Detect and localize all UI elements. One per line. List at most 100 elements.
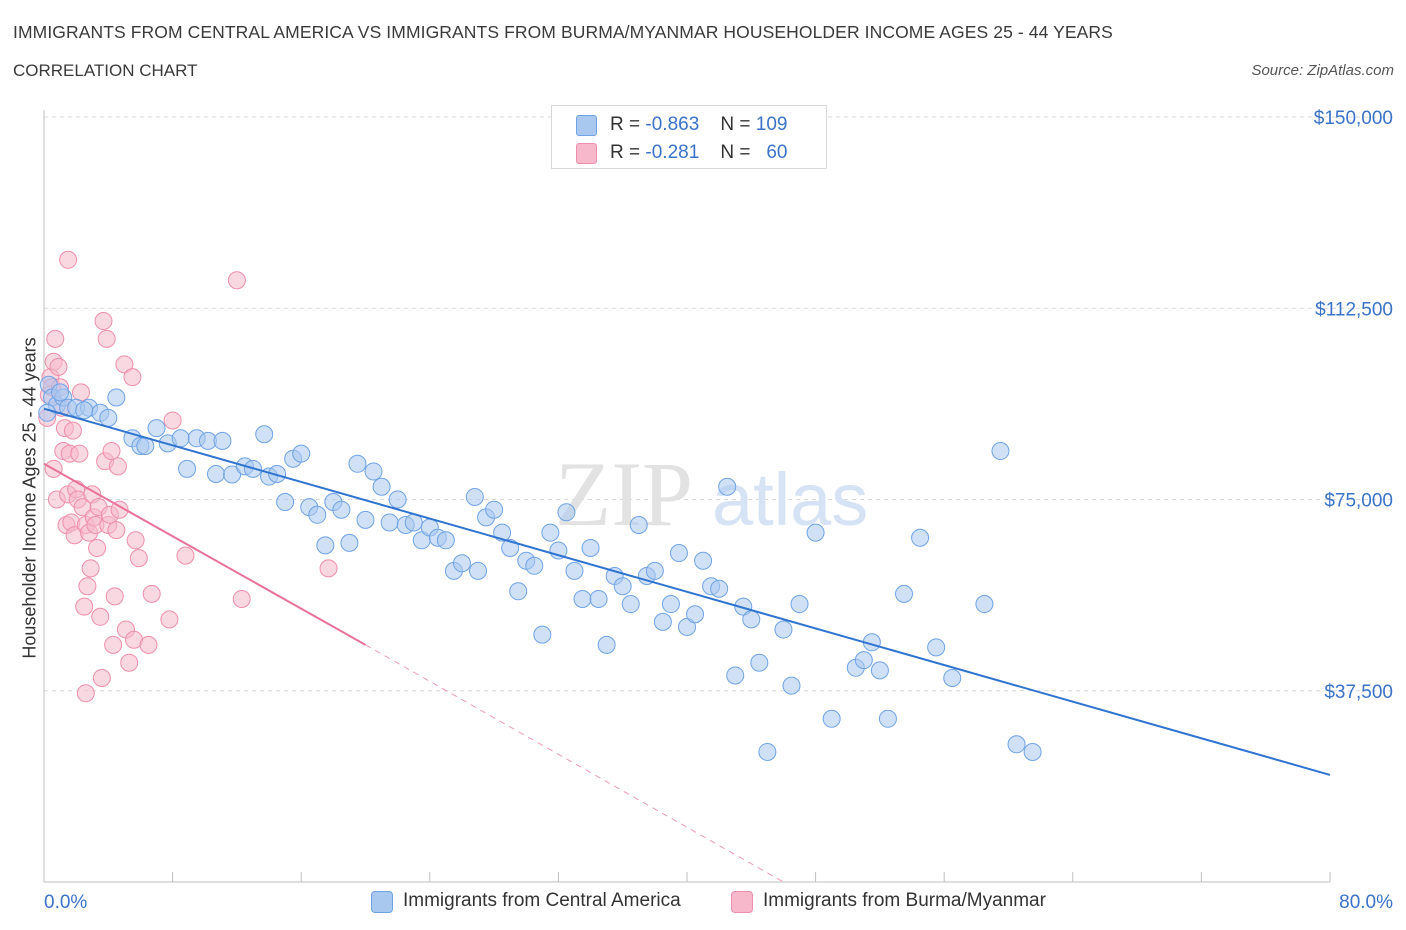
central-america-point bbox=[806, 523, 825, 542]
central-america-point bbox=[734, 597, 753, 616]
n-label: N = bbox=[720, 142, 751, 163]
central-america-point bbox=[207, 465, 226, 483]
burma-point bbox=[107, 521, 126, 540]
burma-point bbox=[115, 355, 134, 374]
trend-line-burma bbox=[43, 462, 366, 646]
chart-subtitle: CORRELATION CHART bbox=[13, 61, 198, 80]
burma-point bbox=[139, 635, 158, 654]
central-america-point bbox=[613, 577, 632, 596]
burma-point bbox=[88, 538, 107, 557]
central-america-point bbox=[465, 487, 484, 506]
central-america-point bbox=[276, 493, 295, 512]
burma-point bbox=[227, 271, 246, 290]
central-america-point bbox=[790, 595, 809, 614]
central-america-point bbox=[878, 709, 897, 728]
central-america-point bbox=[581, 538, 600, 557]
burma-point bbox=[160, 610, 179, 629]
n-label: N = bbox=[720, 114, 751, 135]
central-america-point bbox=[316, 536, 335, 555]
central-america-point bbox=[774, 620, 793, 639]
burma-point bbox=[71, 383, 90, 402]
central-america-point bbox=[557, 503, 576, 522]
source-label: Source: ZipAtlas.com bbox=[1251, 62, 1394, 79]
burma-point bbox=[108, 457, 127, 476]
y-tick-label: $112,500 bbox=[1315, 299, 1393, 320]
central-america-point bbox=[541, 523, 560, 542]
central-america-point bbox=[822, 709, 841, 728]
legend-swatch-pink bbox=[731, 891, 753, 913]
central-america-point bbox=[436, 531, 455, 550]
central-america-point bbox=[213, 431, 232, 450]
burma-point bbox=[91, 607, 110, 626]
burma-point bbox=[102, 442, 121, 461]
central-america-point bbox=[364, 462, 383, 481]
central-america-point bbox=[348, 454, 367, 473]
y-tick-label: $37,500 bbox=[1324, 682, 1393, 703]
central-america-point bbox=[686, 605, 705, 624]
central-america-point bbox=[171, 429, 190, 448]
burma-point bbox=[123, 368, 142, 387]
burma-point bbox=[94, 312, 113, 330]
central-america-point bbox=[38, 403, 57, 422]
burma-point bbox=[70, 444, 89, 463]
central-america-point bbox=[597, 635, 616, 654]
burma-point bbox=[232, 589, 251, 608]
central-america-point bbox=[895, 584, 914, 603]
central-america-point bbox=[493, 523, 512, 542]
central-america-point bbox=[75, 401, 94, 420]
central-america-point bbox=[388, 490, 407, 509]
n-value: 109 bbox=[755, 114, 788, 135]
burma-point bbox=[76, 684, 95, 703]
central-america-point bbox=[147, 419, 166, 438]
r-label: R = bbox=[610, 142, 641, 163]
burma-point bbox=[319, 559, 338, 578]
trend-line-central-america bbox=[43, 407, 1331, 776]
central-america-point bbox=[854, 651, 873, 670]
watermark-atlas: atlas bbox=[712, 458, 868, 541]
central-america-point bbox=[1007, 735, 1026, 754]
central-america-point bbox=[469, 561, 488, 580]
burma-point bbox=[142, 584, 161, 603]
trend-lines bbox=[43, 407, 1331, 883]
central-america-point bbox=[653, 612, 672, 631]
central-america-point bbox=[911, 528, 930, 547]
central-america-point bbox=[485, 500, 504, 519]
central-america-point bbox=[742, 610, 761, 629]
central-america-point bbox=[782, 676, 801, 695]
central-america-point bbox=[629, 516, 648, 534]
y-axis-label: Householder Income Ages 25 - 44 years bbox=[19, 337, 40, 659]
n-value: 60 bbox=[766, 142, 788, 163]
central-america-point bbox=[509, 582, 528, 601]
central-america-point bbox=[621, 595, 640, 614]
central-america-point bbox=[332, 500, 351, 519]
burma-point bbox=[163, 411, 182, 430]
axes bbox=[43, 110, 1331, 883]
central-america-point bbox=[870, 661, 889, 680]
burma-point bbox=[81, 559, 100, 578]
central-america-point bbox=[669, 544, 688, 563]
y-tick-labels: $37,500 $75,000 $112,500 $150,000 bbox=[1314, 108, 1393, 703]
central-america-point bbox=[255, 425, 274, 444]
central-america-point bbox=[943, 669, 962, 687]
central-america-point bbox=[573, 589, 592, 608]
y-tick-label: $150,000 bbox=[1314, 108, 1393, 129]
legend-swatch-blue bbox=[576, 115, 597, 136]
legend-stats: R = -0.281 N = 60 bbox=[610, 142, 787, 164]
central-america-point bbox=[107, 388, 126, 407]
central-america-point bbox=[99, 408, 118, 427]
legend-swatch-pink bbox=[576, 143, 597, 164]
r-label: R = bbox=[610, 114, 641, 135]
trend-line-burma-extension bbox=[365, 644, 784, 883]
legend-label: Immigrants from Central America bbox=[403, 890, 681, 911]
central-america-point bbox=[525, 556, 544, 575]
r-value: -0.863 bbox=[645, 114, 700, 135]
central-america-point bbox=[718, 477, 737, 496]
watermark-zip: ZIP bbox=[555, 443, 693, 545]
central-america-point bbox=[645, 561, 664, 580]
central-america-point bbox=[292, 444, 311, 463]
series-central-america-points bbox=[38, 375, 1042, 761]
central-america-point bbox=[991, 442, 1010, 461]
legend-label: Immigrants from Burma/Myanmar bbox=[763, 890, 1046, 911]
central-america-point bbox=[678, 618, 696, 636]
